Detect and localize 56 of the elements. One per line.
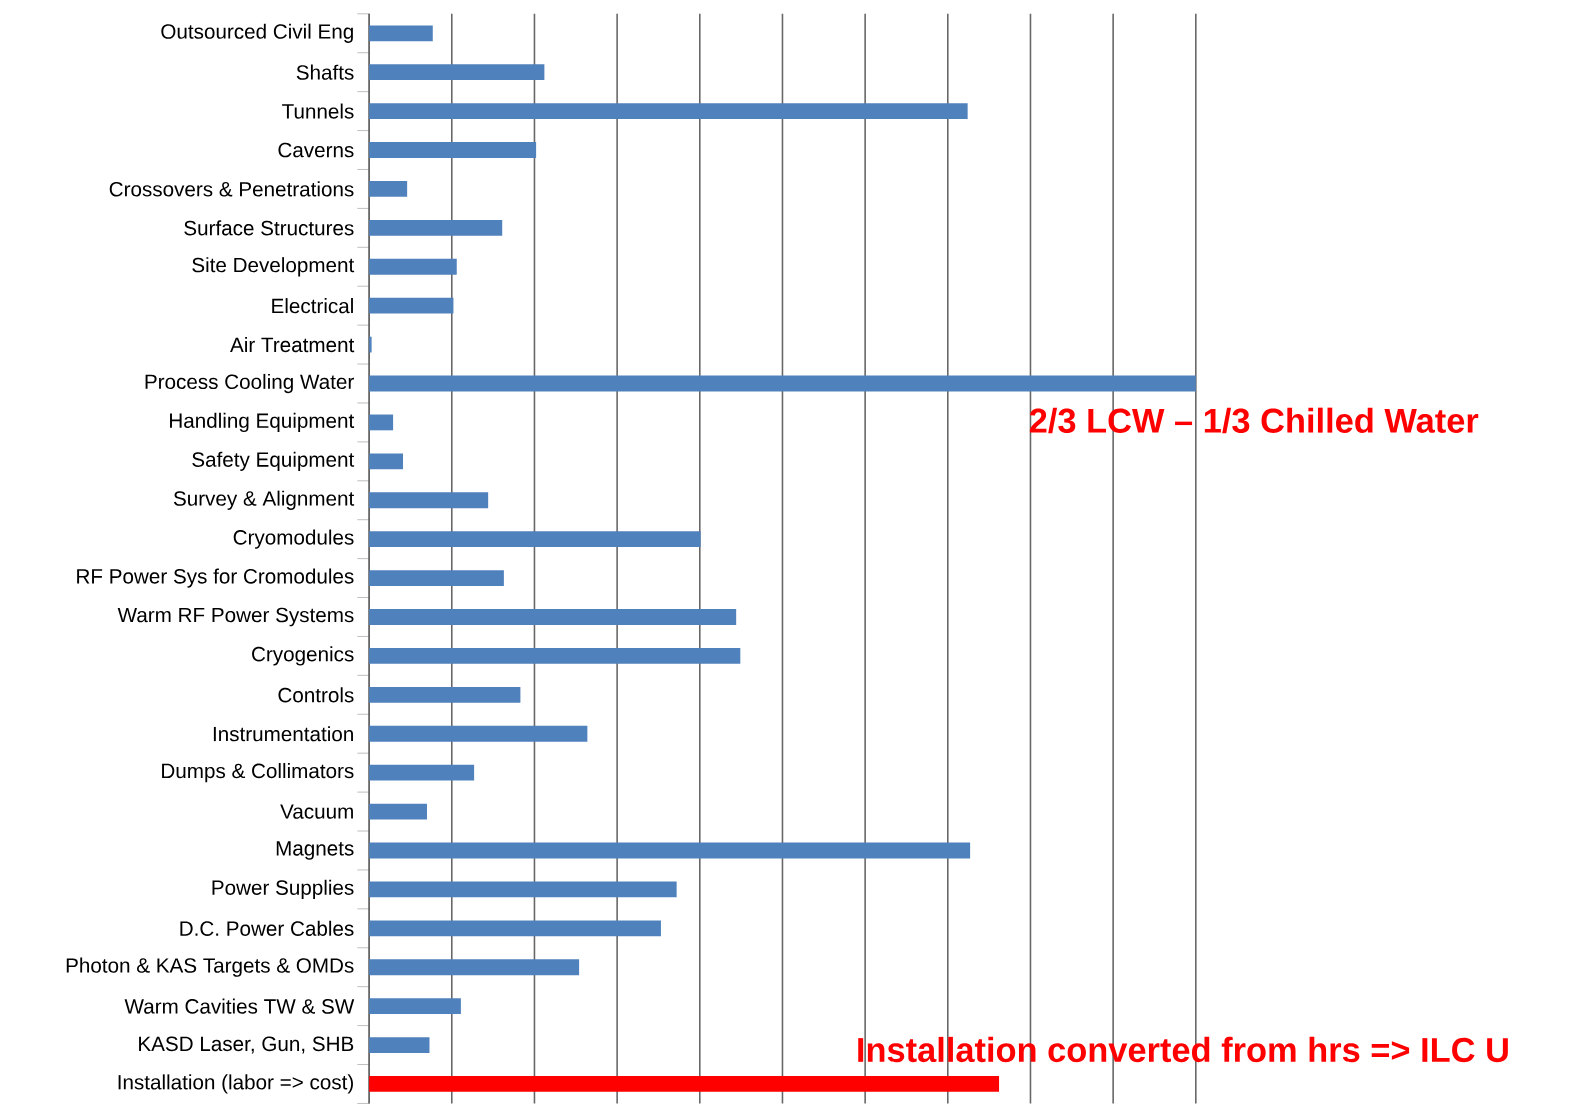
y-tick-label: Power Supplies — [212, 879, 354, 899]
y-tick-label: Magnets — [276, 841, 354, 860]
y-tick-label: Photon & KAS Targets & OMDs — [66, 957, 354, 977]
y-tick-label: Electrical — [272, 297, 353, 314]
bar — [369, 686, 521, 703]
y-tick-label: Installation (labor => cost) — [118, 1074, 353, 1094]
y-tick-label: Safety Equipment — [192, 451, 355, 471]
bar — [369, 141, 537, 158]
bar — [369, 570, 504, 586]
bar — [369, 1075, 1000, 1092]
bar — [369, 492, 489, 508]
y-tick-label: D.C. Power Cables — [180, 920, 354, 936]
bar — [369, 725, 588, 742]
y-tick-label: Caverns — [278, 142, 354, 158]
y-tick-label: Air Treatment — [230, 336, 355, 353]
bar — [369, 375, 1196, 392]
bar — [369, 803, 427, 820]
y-tick-label: Survey & Alignment — [173, 490, 355, 510]
bar — [369, 180, 408, 197]
bar — [369, 959, 580, 975]
bar — [369, 647, 741, 664]
y-tick-label: Warm Cavities TW & SW — [124, 998, 355, 1014]
bar — [369, 25, 433, 42]
bar — [369, 453, 404, 470]
y-tick-label: Site Development — [192, 256, 355, 277]
bar — [369, 531, 701, 547]
bar — [369, 103, 968, 119]
y-tick-label: KASD Laser, Gun, SHB — [139, 1036, 354, 1054]
y-tick-label: Shafts — [296, 64, 354, 80]
y-tick-label: Cryomodules — [233, 529, 354, 549]
bar — [369, 336, 372, 353]
bar — [369, 297, 454, 314]
bar — [369, 920, 661, 937]
y-tick-label: RF Power Sys for Cromodules — [77, 568, 354, 588]
bar — [369, 608, 737, 625]
bar — [369, 64, 545, 80]
bar — [369, 219, 503, 236]
y-tick-label: Controls — [278, 687, 354, 703]
y-tick-label: Process Cooling Water — [145, 373, 354, 393]
bar — [369, 414, 394, 431]
bar — [369, 258, 457, 275]
bar — [369, 998, 461, 1014]
y-tick-label: Outsourced Civil Eng — [161, 23, 353, 43]
y-tick-label: Dumps & Collimators — [162, 762, 354, 783]
y-tick-label: Tunnels — [282, 103, 354, 119]
bar — [369, 764, 475, 781]
bar — [369, 881, 677, 898]
y-tick-label: Instrumentation — [213, 726, 353, 742]
y-tick-label: Cryogenics — [252, 646, 354, 666]
y-tick-label: Handling Equipment — [170, 412, 355, 432]
y-tick-label: Warm RF Power Systems — [117, 607, 354, 627]
bar — [369, 1037, 430, 1053]
y-tick-label: Crossovers & Penetrations — [109, 181, 354, 197]
y-tick-label: Vacuum — [280, 804, 353, 819]
bar — [369, 842, 971, 859]
y-tick-label: Surface Structures — [184, 220, 354, 236]
